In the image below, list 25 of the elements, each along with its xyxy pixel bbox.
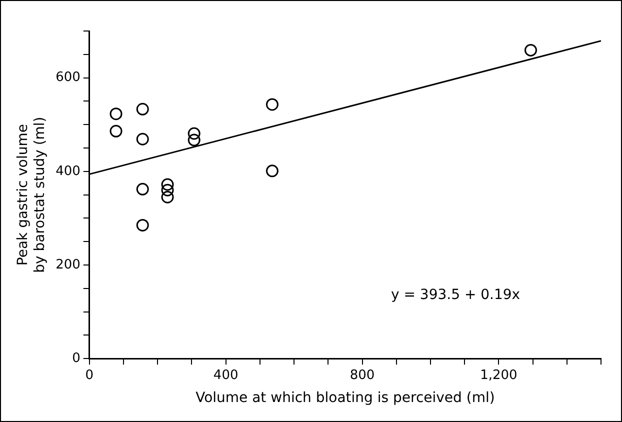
- y-tick-label: 400: [56, 164, 80, 179]
- y-tick-label: 200: [56, 257, 80, 272]
- y-tick-label: 600: [56, 70, 80, 86]
- point: [136, 132, 149, 146]
- point: [524, 44, 537, 56]
- point: [161, 190, 174, 204]
- point: [266, 98, 278, 111]
- point: [266, 164, 278, 178]
- point: [161, 184, 174, 196]
- point: [136, 218, 149, 232]
- point: [110, 108, 122, 120]
- x-axis-title: Volume at which bloating is perceived (ml): [196, 390, 495, 406]
- point: [136, 182, 149, 196]
- point: [161, 178, 174, 191]
- x-tick-label: 400: [213, 368, 238, 383]
- y-axis-title: Peak gastric volume by barostat study (ml): [15, 116, 48, 273]
- point: [136, 102, 149, 116]
- annotation: y = 393.5 + 0.19x: [391, 287, 520, 303]
- x-tick-label: 1,200: [480, 368, 518, 383]
- x-tick-label: 0: [85, 368, 94, 383]
- y-tick-label: 0: [72, 350, 80, 366]
- x-tick-label: 800: [350, 368, 375, 383]
- point: [188, 127, 200, 140]
- point: [110, 124, 122, 138]
- point: [188, 134, 200, 146]
